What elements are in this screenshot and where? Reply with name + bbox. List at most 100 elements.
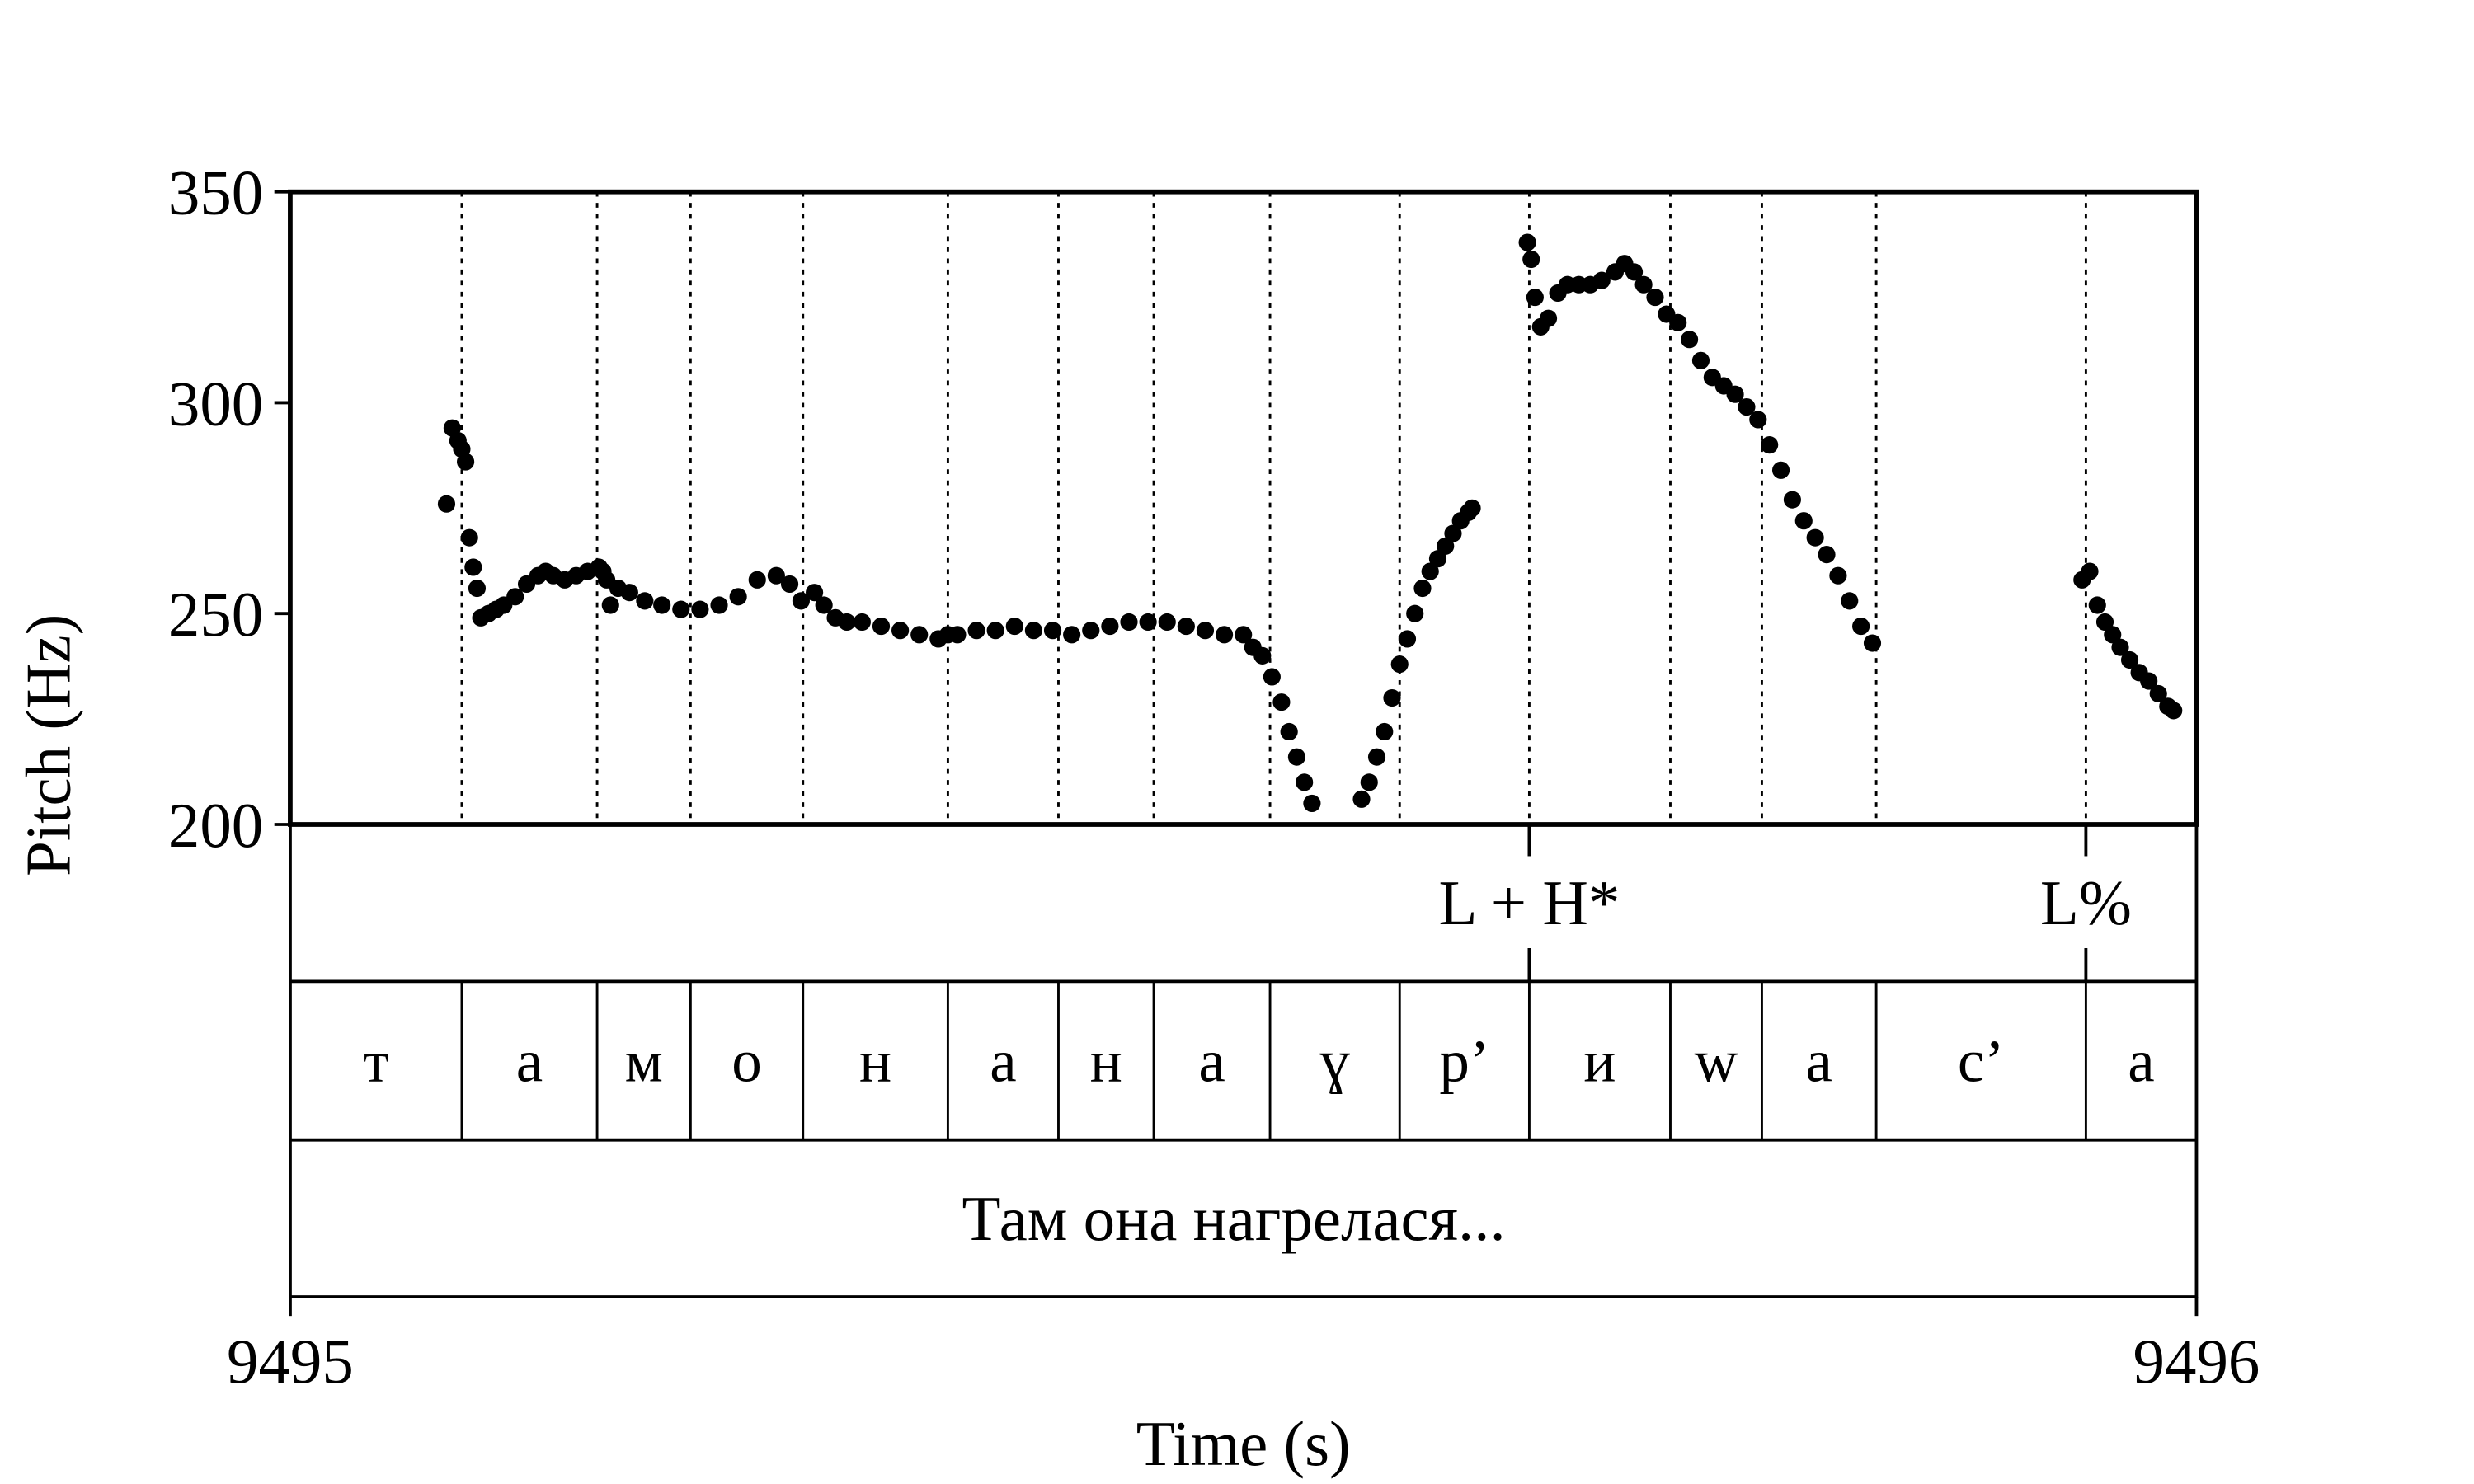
pitch-point <box>1082 622 1100 640</box>
pitch-point <box>1738 398 1756 416</box>
pitch-point <box>1390 655 1409 674</box>
pitch-point <box>1101 618 1119 636</box>
pitch-panel-frame <box>288 189 2199 827</box>
pitch-points <box>437 233 2183 812</box>
segment-label: с’ <box>1958 1028 2005 1095</box>
pitch-point <box>1463 499 1481 517</box>
pitch-point <box>457 453 475 471</box>
pitch-point <box>891 622 910 640</box>
pitch-point <box>1413 579 1432 598</box>
pitch-point <box>1625 263 1644 281</box>
pitch-point <box>1726 385 1744 403</box>
pitch-point <box>815 596 833 614</box>
segment-label: а <box>2128 1028 2154 1095</box>
pitch-point <box>967 622 985 640</box>
pitch-point <box>2111 638 2129 656</box>
pitch-point <box>1139 613 1157 632</box>
pitch-point <box>792 592 810 610</box>
pitch-point <box>2165 702 2183 720</box>
y-axis-label: Pitch (Hz) <box>13 614 84 876</box>
pitch-point <box>948 626 967 644</box>
pitch-point <box>1398 630 1417 648</box>
segment-label: а <box>516 1028 543 1095</box>
pitch-point <box>1634 275 1653 294</box>
segment-label: м <box>625 1028 663 1095</box>
pitch-point <box>872 618 891 636</box>
pitch-point <box>1669 313 1687 331</box>
pitch-point <box>767 566 785 585</box>
pitch-point <box>2140 672 2158 690</box>
pitch-point <box>1024 622 1042 640</box>
annotation-panel-frame <box>289 823 2199 1298</box>
pitch-point <box>672 600 690 618</box>
pitch-point <box>1043 622 1062 640</box>
pitch-point <box>1303 794 1321 812</box>
segment-label: о <box>731 1028 762 1095</box>
y-tick-label: 250 <box>168 579 263 650</box>
pitch-point <box>1863 634 1882 652</box>
pitch-point <box>1177 618 1195 636</box>
tone-label: L + H* <box>1438 867 1620 938</box>
pitch-point <box>1421 562 1439 580</box>
pitch-point <box>1592 271 1611 289</box>
pitch-point <box>1360 773 1378 791</box>
pitch-point <box>1383 688 1401 707</box>
boundary-lines <box>460 191 2087 1140</box>
x-tick-label: 9495 <box>227 1326 354 1397</box>
segment-label: н <box>859 1028 891 1095</box>
pitch-point <box>2088 596 2106 614</box>
pitch-point <box>620 584 638 602</box>
segment-label: а <box>990 1028 1016 1095</box>
pitch-point <box>748 571 766 589</box>
pitch-point <box>1367 748 1386 766</box>
pitch-point <box>1216 626 1234 644</box>
pitch-point <box>1235 626 1253 644</box>
pitch-point <box>1296 773 1314 791</box>
pitch-point <box>1794 512 1813 530</box>
segment-label: н <box>1090 1028 1122 1095</box>
pitch-point <box>691 600 709 618</box>
pitch-point <box>2081 562 2099 580</box>
pitch-point <box>780 575 799 593</box>
pitch-point <box>460 528 478 547</box>
y-tick-label: 350 <box>168 157 263 228</box>
y-axis-ticks: 200 250 300 350 <box>168 157 290 861</box>
y-tick-label: 200 <box>168 790 263 861</box>
pitch-point <box>1158 613 1176 632</box>
pitch-point <box>1253 646 1272 665</box>
pitch-point <box>1005 618 1023 636</box>
pitch-point <box>468 579 487 598</box>
pitch-point <box>1852 618 1870 636</box>
pitch-point <box>2149 684 2167 702</box>
pitch-point <box>2104 626 2122 644</box>
pitch-point <box>437 495 456 513</box>
pitch-point <box>1522 250 1540 269</box>
pitch-point <box>1761 436 1779 454</box>
pitch-point <box>710 596 728 614</box>
pitch-point <box>1376 722 1394 741</box>
pitch-point <box>1539 309 1558 327</box>
pitch-point <box>1063 626 1081 644</box>
tone-label: L% <box>2040 867 2132 938</box>
pitch-point <box>1444 524 1462 542</box>
pitch-point <box>1287 748 1305 766</box>
pitch-point <box>1263 668 1281 686</box>
segment-label: а <box>1198 1028 1225 1095</box>
y-tick-label: 300 <box>168 368 263 439</box>
pitch-point <box>653 596 671 614</box>
pitch-point <box>1428 550 1447 568</box>
pitch-point <box>1749 411 1767 429</box>
pitch-point <box>986 622 1004 640</box>
segment-label: т <box>363 1028 389 1095</box>
pitch-point <box>806 584 824 602</box>
x-axis-label: Time (s) <box>1136 1408 1351 1479</box>
pitch-point <box>1437 537 1455 555</box>
pitch-point <box>1196 622 1215 640</box>
pitch-point <box>1829 566 1847 585</box>
pitch-point <box>2120 650 2139 669</box>
pitch-point <box>1691 351 1710 369</box>
pitch-point <box>1646 289 1664 307</box>
segment-label: и <box>1583 1028 1616 1095</box>
pitch-point <box>2095 613 2114 632</box>
